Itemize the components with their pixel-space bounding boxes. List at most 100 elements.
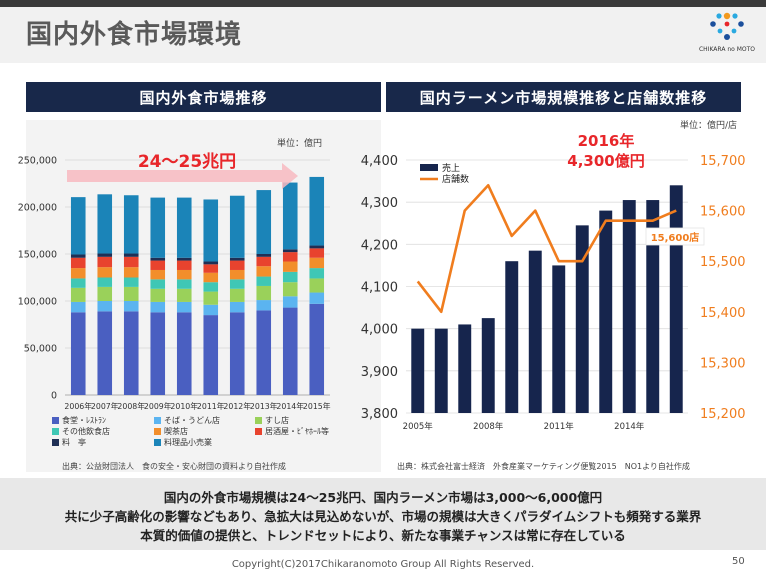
- x-tick-label: 2014年: [614, 421, 645, 432]
- sales-bar: [669, 185, 683, 413]
- bar-segment: [176, 260, 192, 270]
- bar-segment: [256, 285, 272, 301]
- bar-segment: [150, 260, 166, 270]
- right-panel-header: 国内ラーメン市場規模推移と店舗数推移: [386, 82, 741, 112]
- legend-swatch: [154, 417, 161, 424]
- legend-item: そば・うどん店: [154, 415, 220, 426]
- legend-item: 料理品小売業: [154, 437, 212, 448]
- y-left-tick-label: 4,300: [361, 196, 398, 211]
- legend-swatch: [52, 439, 59, 446]
- y-left-tick-label: 3,900: [361, 365, 398, 380]
- legend-label: 料 亭: [62, 438, 86, 447]
- y-right-tick-label: 15,600: [700, 205, 746, 220]
- y-tick-label: 200,000: [18, 203, 57, 214]
- legend-label: 食堂・ﾚｽﾄﾗﾝ: [62, 416, 106, 425]
- bar-segment: [282, 261, 298, 272]
- bar-segment: [70, 301, 86, 313]
- bar-segment: [309, 292, 325, 304]
- right-unit-label: 単位：億円/店: [680, 119, 737, 131]
- bar-segment: [309, 245, 325, 249]
- bar-segment: [97, 286, 113, 301]
- y-left-tick-label: 3,800: [361, 407, 398, 422]
- bar-segment: [282, 296, 298, 308]
- sales-bar: [481, 318, 495, 413]
- sales-bar: [575, 225, 589, 413]
- left-source-note: 出典：公益財団法人 食の安全・安心財団の資料より自社作成: [62, 462, 286, 471]
- bar-segment: [97, 301, 113, 312]
- bar-segment: [203, 264, 219, 273]
- x-tick-label: 2013年: [250, 401, 278, 411]
- legend-item: 食堂・ﾚｽﾄﾗﾝ: [52, 415, 106, 426]
- bar-segment: [309, 176, 325, 246]
- x-tick-label: 2006年: [64, 401, 92, 411]
- growth-arrow: [67, 163, 298, 189]
- bar-segment: [229, 312, 245, 395]
- legend-label: そば・うどん店: [164, 416, 220, 425]
- bar-segment: [229, 257, 245, 261]
- bar-segment: [203, 261, 219, 265]
- bar-segment: [70, 257, 86, 269]
- bar-segment: [282, 249, 298, 253]
- logo: CHIKARA no MOTO: [697, 10, 757, 58]
- bar-segment: [203, 304, 219, 316]
- bar-segment: [229, 279, 245, 289]
- legend-swatch: [52, 417, 59, 424]
- bar-segment: [203, 315, 219, 395]
- legend-label: 居酒屋・ﾋﾞﾔﾎｰﾙ等: [265, 427, 329, 436]
- bar-segment: [256, 190, 272, 254]
- bar-segment: [70, 278, 86, 288]
- sales-bar: [599, 210, 613, 413]
- bar-segment: [309, 278, 325, 293]
- bar-segment: [97, 253, 113, 257]
- sales-bar: [622, 200, 636, 413]
- y-right-tick-label: 15,300: [700, 356, 746, 371]
- left-unit-label: 単位：億円: [277, 137, 322, 149]
- title-band: [0, 7, 766, 63]
- bar-segment: [282, 182, 298, 250]
- bar-segment: [229, 288, 245, 302]
- legend-item: 居酒屋・ﾋﾞﾔﾎｰﾙ等: [255, 426, 329, 437]
- bar-segment: [176, 269, 192, 280]
- x-tick-label: 2005年: [403, 421, 434, 432]
- page-number: 50: [732, 556, 745, 567]
- legend-swatch: [255, 417, 262, 424]
- bar-segment: [70, 254, 86, 258]
- bar-segment: [256, 310, 272, 395]
- bar-segment: [123, 256, 139, 268]
- store-callout-label: 15,600店: [651, 231, 700, 244]
- legend-swatch: [255, 428, 262, 435]
- x-tick-label: 2015年: [303, 401, 331, 411]
- legend-item: すし店: [255, 415, 289, 426]
- bar-segment: [256, 256, 272, 267]
- sales-bar: [646, 200, 660, 413]
- x-tick-label: 2014年: [276, 401, 304, 411]
- bar-segment: [309, 257, 325, 269]
- bar-segment: [282, 271, 298, 283]
- bar-segment: [123, 195, 139, 254]
- legend-swatch: [154, 439, 161, 446]
- legend-swatch: [154, 428, 161, 435]
- bar-segment: [203, 291, 219, 305]
- legend-swatch: [52, 428, 59, 435]
- summary-box: 国内の外食市場規模は24～25兆円、国内ラーメン市場は3,000～6,000億円…: [0, 478, 766, 550]
- sales-bar: [434, 328, 448, 413]
- bar-segment: [150, 257, 166, 261]
- y-right-tick-label: 15,500: [700, 255, 746, 270]
- x-tick-label: 2008年: [117, 401, 145, 411]
- bar-segment: [229, 260, 245, 270]
- top-bar: [0, 0, 766, 7]
- store-callout-box: [645, 227, 705, 246]
- bar-segment: [282, 307, 298, 395]
- bar-segment: [97, 256, 113, 268]
- sales-bar: [528, 250, 542, 413]
- bar-segment: [70, 268, 86, 279]
- y-left-tick-label: 4,000: [361, 323, 398, 338]
- bar-segment: [123, 286, 139, 301]
- y-tick-label: 150,000: [18, 250, 57, 261]
- sales-bar: [411, 328, 425, 413]
- left-panel-header: 国内外食市場推移: [26, 82, 381, 112]
- bar-segment: [282, 252, 298, 262]
- bar-segment: [150, 279, 166, 289]
